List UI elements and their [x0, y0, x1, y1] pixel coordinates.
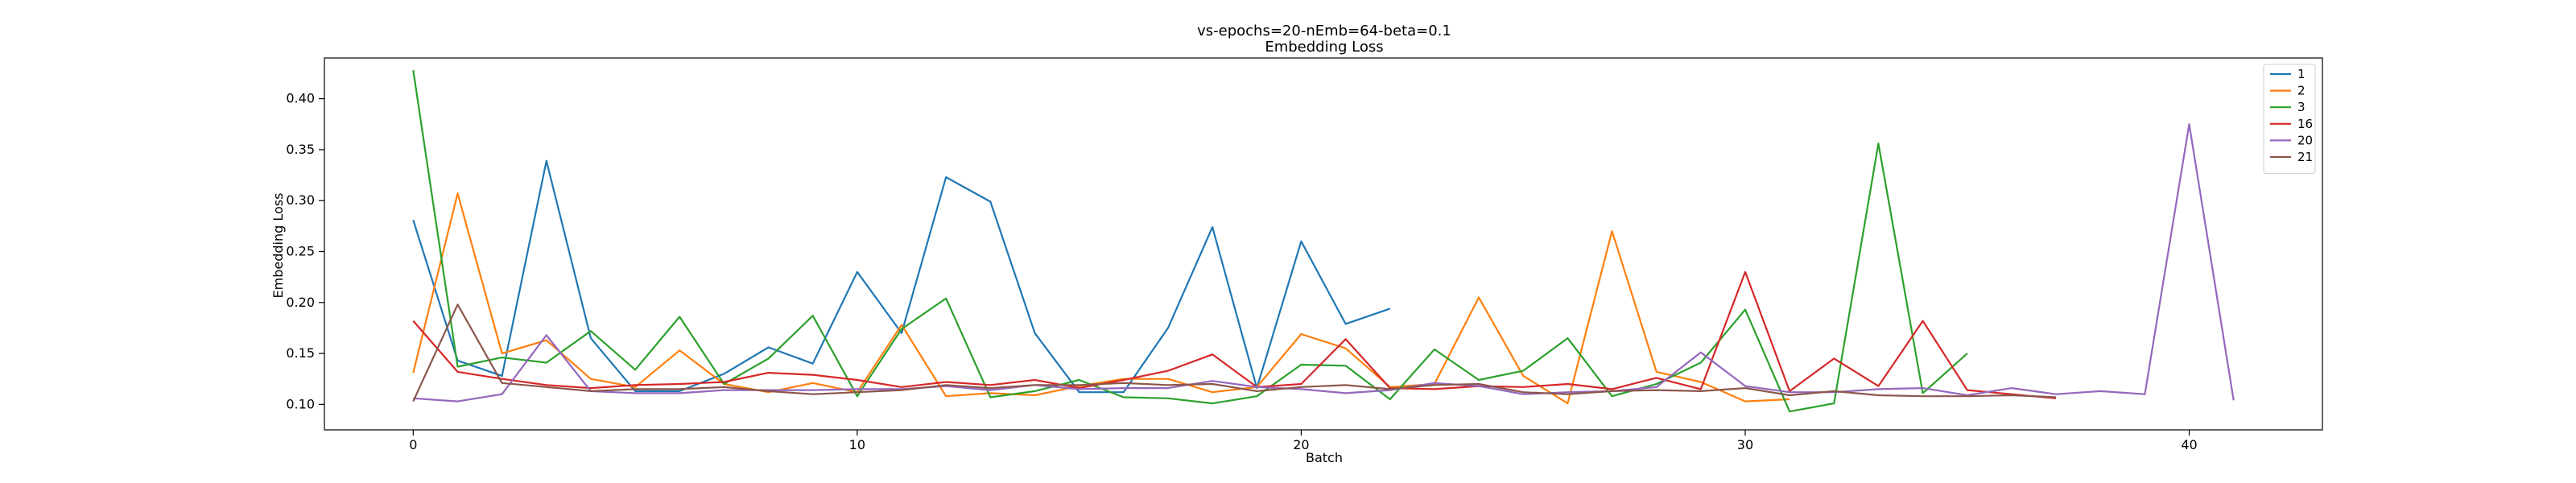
x-tick-label: 20	[1293, 437, 1309, 452]
chart-title: vs-epochs=20-nEmb=64-beta=0.1	[1197, 23, 1451, 39]
x-axis-ticks: 0 10 20 30 40	[409, 430, 2198, 452]
y-axis-label: Embedding Loss	[270, 193, 286, 299]
y-tick-label: 0.35	[286, 142, 315, 157]
y-tick-label: 0.20	[286, 295, 315, 310]
series-line-16	[412, 270, 2057, 399]
legend-label-2: 2	[2297, 84, 2306, 98]
y-tick-label: 0.25	[286, 243, 315, 258]
legend-label-3: 3	[2297, 100, 2306, 114]
y-tick-label: 0.15	[286, 345, 315, 361]
legend-label-1: 1	[2297, 67, 2306, 81]
legend-box	[2263, 64, 2316, 175]
series-line-20	[413, 123, 2235, 402]
plot-frame	[324, 57, 2323, 431]
x-tick-label: 30	[1737, 437, 1753, 452]
legend-label-20: 20	[2297, 133, 2313, 147]
x-tick-label: 40	[2181, 437, 2197, 452]
legend-label-21: 21	[2297, 150, 2313, 164]
series-line-2	[412, 192, 1790, 405]
series-line-21	[412, 303, 2057, 402]
y-axis-ticks: 0.10 0.15 0.20 0.25 0.30 0.35 0.40	[286, 91, 324, 411]
series-line-3	[412, 70, 1968, 413]
x-tick-label: 10	[849, 437, 865, 452]
x-axis-label: Batch	[1306, 450, 1343, 465]
series-line-1	[412, 159, 1391, 394]
y-tick-label: 0.40	[286, 91, 315, 106]
legend: 1 2 3 16 20 21	[2263, 64, 2316, 175]
legend-label-16: 16	[2297, 117, 2313, 131]
series-layer	[412, 70, 2235, 413]
x-tick-label: 0	[409, 437, 417, 452]
chart-subtitle: Embedding Loss	[1265, 39, 1383, 56]
y-tick-label: 0.10	[286, 396, 315, 411]
y-tick-label: 0.30	[286, 192, 315, 208]
